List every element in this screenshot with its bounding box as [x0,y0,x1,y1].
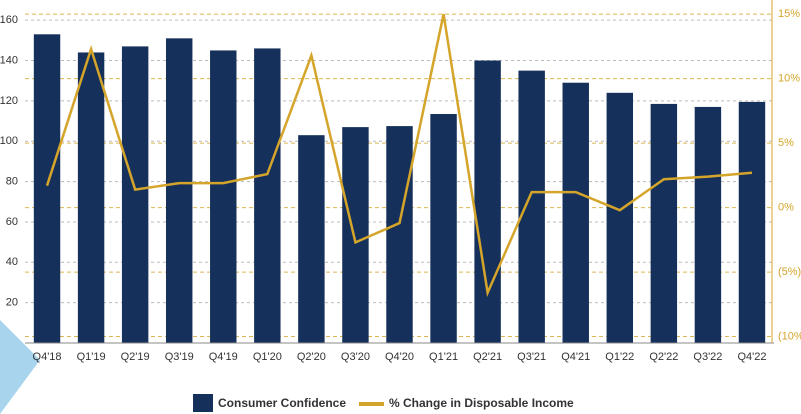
y-tick-label: 100 [0,135,18,147]
bar [165,38,193,343]
x-tick-label: Q2'21 [473,351,502,363]
x-tick-label: Q4'18 [33,351,62,363]
x-tick-label: Q1'22 [605,351,634,363]
x-tick-label: Q2'22 [649,351,678,363]
x-tick-label: Q2'20 [297,351,326,363]
legend-label: % Change in Disposable Income [389,396,574,410]
bar [342,127,369,344]
bar [606,92,634,343]
x-tick-label: Q1'21 [429,351,458,363]
bar [562,82,589,344]
bar [694,106,722,343]
legend-label: Consumer Confidence [218,396,346,410]
y-tick-label: 160 [0,14,18,26]
x-tick-label: Q2'19 [121,351,150,363]
y-tick-label: 140 [0,54,18,66]
bar [33,34,61,344]
y2-tick-label: 0% [778,202,794,214]
bar [77,52,105,343]
x-tick-label: Q4'22 [737,351,766,363]
bar [518,70,545,343]
y-tick-label: 20 [6,297,18,309]
x-tick-label: Q4'21 [561,351,590,363]
line [45,13,753,298]
bar [121,46,149,343]
x-tick-label: Q3'21 [517,351,546,363]
bar [386,126,413,344]
bar [254,48,281,344]
y2-tick-label: 15% [778,8,800,20]
y2-tick-label: (5%) [778,266,801,278]
legend-swatch [193,394,213,412]
x-tick-label: Q3'20 [341,351,370,363]
x-tick-label: Q1'19 [77,351,106,363]
x-tick-label: Q3'22 [693,351,722,363]
bar [430,113,457,343]
y2-tick-label: (10%) [778,330,801,342]
y-tick-label: 80 [6,175,18,187]
y2-tick-label: 5% [778,137,794,149]
bar [474,60,501,343]
y2-tick-label: 10% [778,73,800,85]
y-tick-label: 60 [6,216,18,228]
x-tick-label: Q1'20 [253,351,282,363]
bar [298,135,325,343]
y-tick-label: 40 [6,256,18,268]
decoration [0,320,40,414]
x-tick-label: Q3'19 [165,351,194,363]
x-tick-label: Q4'19 [209,351,238,363]
y-tick-label: 120 [0,95,18,107]
bar [650,103,678,344]
bar [210,50,237,344]
bar [738,101,766,343]
x-tick-label: Q4'20 [385,351,414,363]
